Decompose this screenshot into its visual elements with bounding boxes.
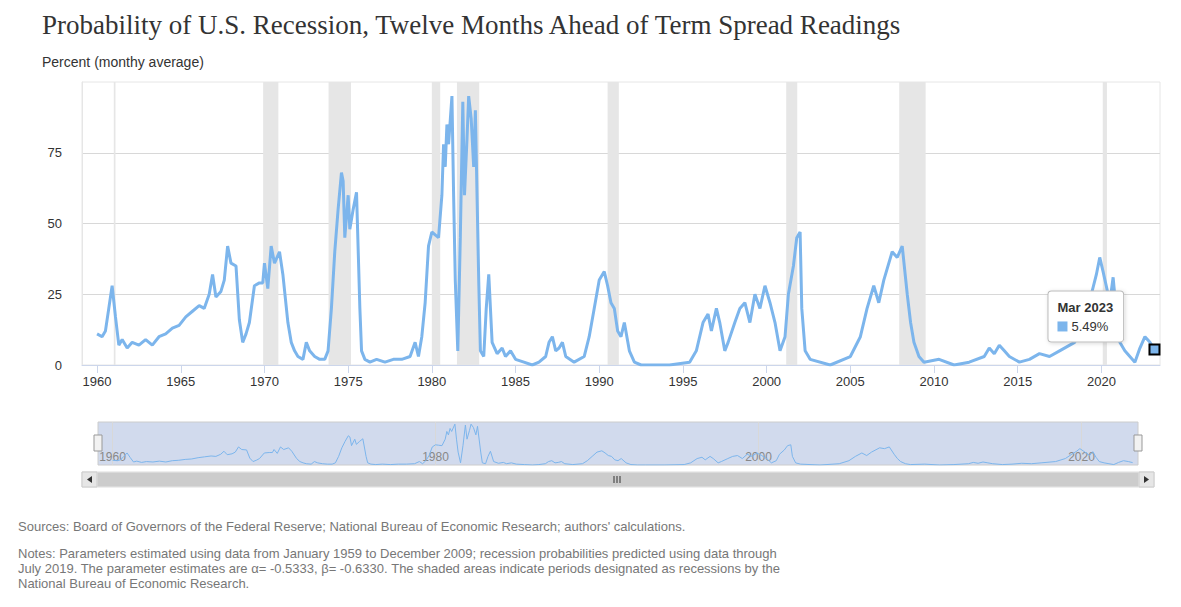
svg-text:2005: 2005 [836,374,865,389]
svg-text:2010: 2010 [920,374,949,389]
svg-text:Sources: Board of Governors of: Sources: Board of Governors of the Feder… [18,519,685,534]
svg-text:National Bureau of Economic Re: National Bureau of Economic Research. [18,576,249,591]
svg-text:Notes: Parameters estimated us: Notes: Parameters estimated using data f… [18,546,777,561]
svg-text:1965: 1965 [166,374,195,389]
svg-text:1970: 1970 [250,374,279,389]
svg-text:1960: 1960 [83,374,112,389]
svg-text:75: 75 [48,145,62,160]
svg-text:2000: 2000 [745,450,772,464]
svg-text:1985: 1985 [501,374,530,389]
svg-text:1980: 1980 [422,450,449,464]
svg-text:1975: 1975 [334,374,363,389]
svg-text:July 2019. The parameter estim: July 2019. The parameter estimates are α… [18,561,780,576]
svg-text:1980: 1980 [417,374,446,389]
svg-text:0: 0 [55,358,62,373]
svg-text:1960: 1960 [99,450,126,464]
svg-text:Mar 2023: Mar 2023 [1057,300,1113,315]
svg-text:2015: 2015 [1003,374,1032,389]
svg-text:2020: 2020 [1087,374,1116,389]
svg-text:1990: 1990 [585,374,614,389]
svg-text:Probability of U.S. Recession,: Probability of U.S. Recession, Twelve Mo… [42,10,900,40]
svg-text:Percent (monthy average): Percent (monthy average) [42,54,204,70]
svg-text:25: 25 [48,287,62,302]
svg-text:1995: 1995 [668,374,697,389]
svg-text:2020: 2020 [1068,450,1095,464]
svg-text:50: 50 [48,216,62,231]
svg-text:2000: 2000 [752,374,781,389]
svg-text:5.49%: 5.49% [1071,319,1108,334]
